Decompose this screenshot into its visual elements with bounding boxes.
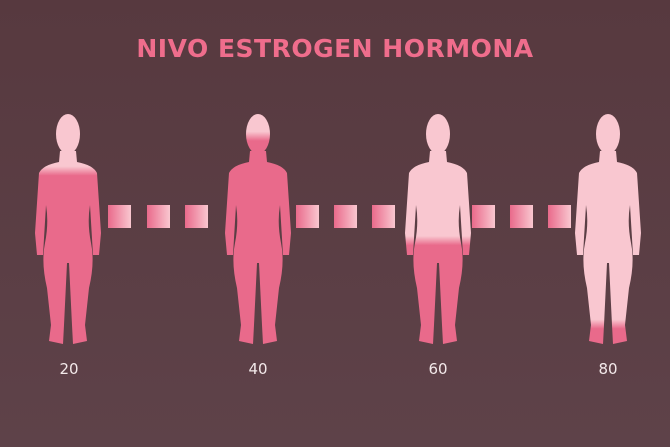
connector-square [334,205,357,228]
connector-square [147,205,170,228]
connector-square [108,205,131,228]
woman-silhouette [575,114,641,344]
connector-square [185,205,208,228]
body [35,151,101,344]
age-label: 80 [598,360,618,378]
connector-square [296,205,319,228]
head [596,114,620,154]
head [246,114,270,154]
connector-square [548,205,571,228]
page-title: NIVO ESTROGEN HORMONA [136,34,534,63]
connector-square [472,205,495,228]
age-label: 20 [59,360,79,378]
woman-silhouette [35,114,101,344]
body [225,151,291,344]
age-label: 40 [248,360,268,378]
body [575,151,641,344]
connector-square [372,205,395,228]
head [426,114,450,154]
woman-silhouette [225,114,291,344]
age-label: 60 [428,360,448,378]
connector-square [510,205,533,228]
head [56,114,80,154]
woman-silhouette [405,114,471,344]
body [405,151,471,344]
